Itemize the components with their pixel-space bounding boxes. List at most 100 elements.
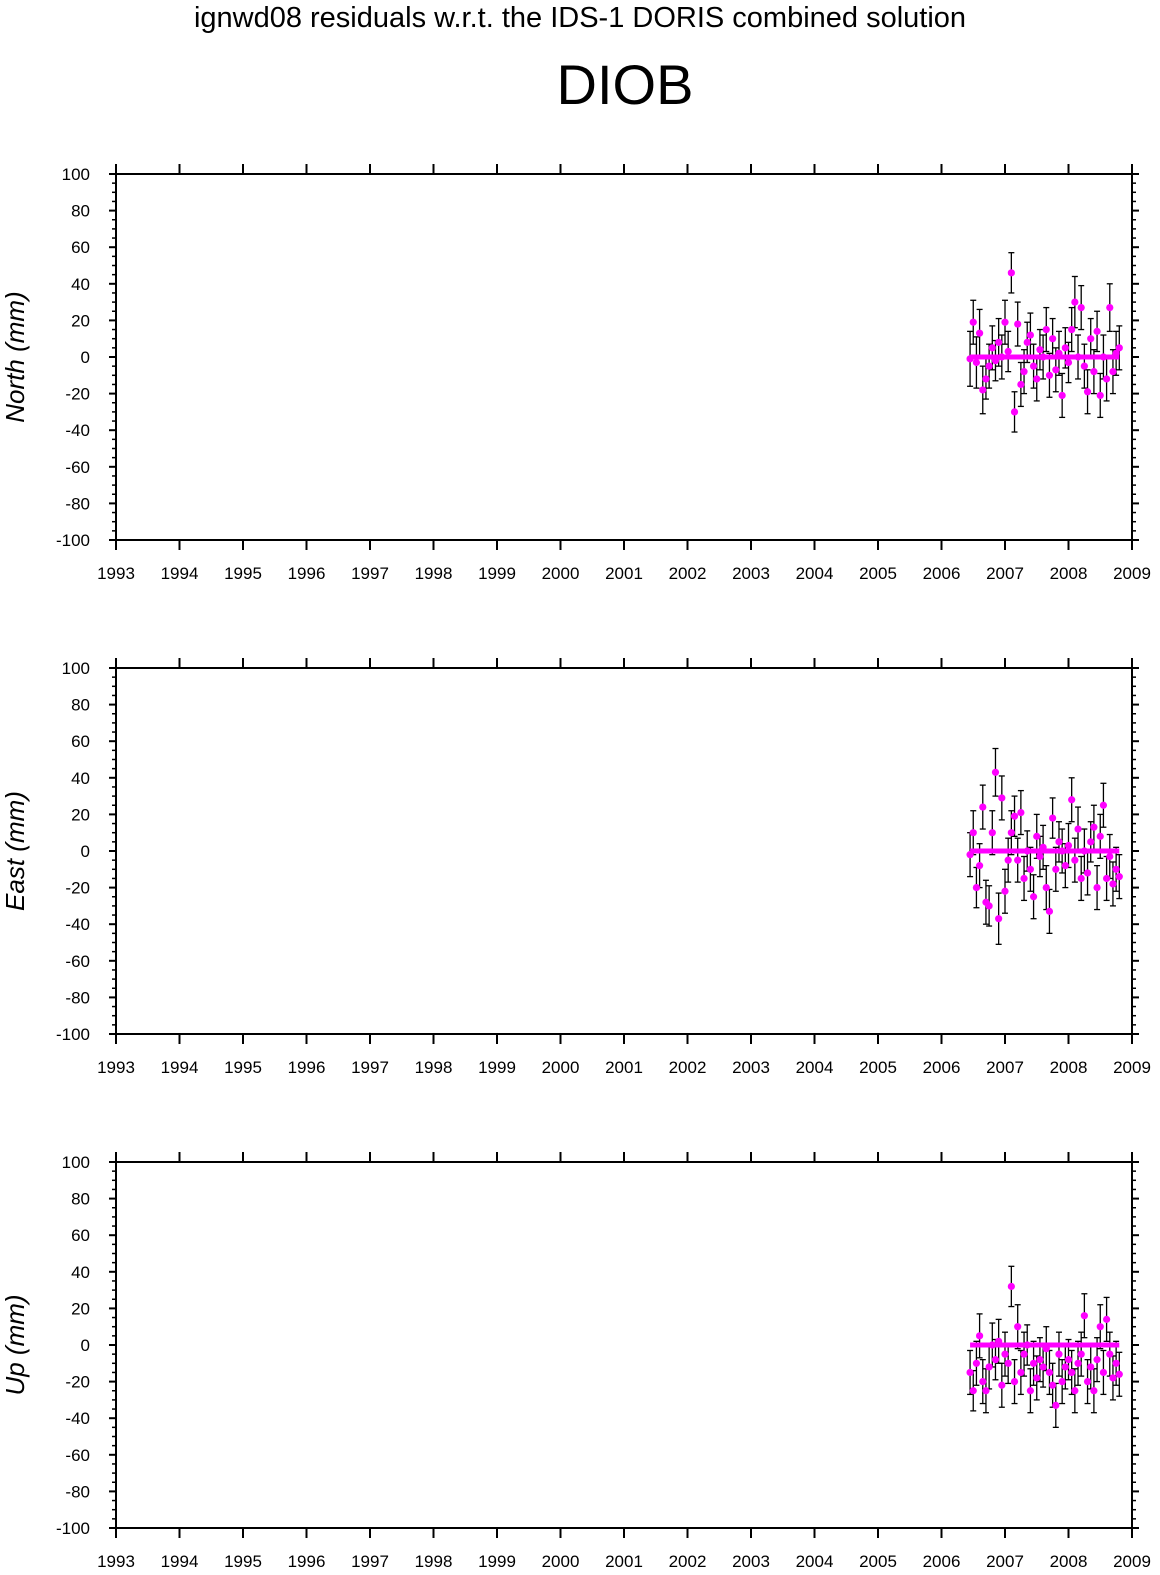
data-point: [988, 1341, 996, 1349]
data-point: [1023, 338, 1031, 346]
data-point: [1042, 325, 1050, 334]
y-tick-label: -100: [56, 531, 90, 550]
data-point: [995, 1337, 1003, 1345]
data-point: [1052, 865, 1060, 873]
x-tick-label: 2004: [796, 1058, 834, 1077]
data-point: [1106, 852, 1114, 861]
x-tick-label: 2006: [923, 1058, 961, 1077]
data-point: [1106, 303, 1114, 312]
data-point: [1055, 1350, 1063, 1358]
data-point: [1109, 368, 1117, 376]
data-point: [1010, 1378, 1019, 1386]
y-tick-label: 40: [71, 769, 90, 788]
data-point: [1049, 335, 1057, 343]
x-tick-label: 2002: [669, 1552, 707, 1571]
data-point: [972, 1359, 981, 1367]
data-point: [1087, 838, 1095, 846]
data-point: [1068, 796, 1076, 804]
x-tick-label: 2002: [669, 564, 707, 583]
data-point: [1103, 375, 1111, 383]
x-tick-label: 2006: [923, 1552, 961, 1571]
x-tick-label: 1998: [415, 564, 453, 583]
y-tick-label: 60: [71, 732, 90, 751]
data-point: [1090, 368, 1098, 376]
data-point: [1096, 1323, 1104, 1331]
data-point: [1058, 847, 1066, 855]
data-point: [1049, 1381, 1057, 1389]
data-point: [976, 862, 984, 870]
data-point: [1109, 880, 1117, 888]
data-point: [1064, 358, 1073, 367]
data-point: [1115, 344, 1123, 352]
x-tick-label: 1995: [224, 1058, 262, 1077]
data-point: [1106, 1350, 1114, 1358]
x-tick-label: 2005: [859, 564, 897, 583]
data-point: [1071, 856, 1079, 864]
y-tick-label: 20: [71, 1299, 90, 1318]
data-point: [979, 1378, 987, 1386]
data-point: [1055, 349, 1063, 357]
data-point: [991, 1356, 1000, 1364]
data-point: [1007, 829, 1015, 837]
y-tick-label: 80: [71, 202, 90, 221]
data-point: [979, 803, 987, 811]
data-point: [1090, 1387, 1098, 1395]
data-point: [1039, 1363, 1047, 1371]
data-point: [1014, 320, 1022, 328]
x-tick-label: 1998: [415, 1058, 453, 1077]
data-point: [1052, 1401, 1060, 1409]
data-point: [1109, 1374, 1117, 1382]
y-tick-label: 80: [71, 1190, 90, 1209]
data-point: [1042, 884, 1050, 892]
data-point: [969, 829, 977, 837]
x-tick-label: 1999: [478, 1552, 516, 1571]
y-tick-label: 60: [71, 1226, 90, 1245]
y-tick-label: 0: [81, 1336, 90, 1355]
x-tick-label: 2007: [986, 1058, 1024, 1077]
data-point: [1071, 298, 1079, 306]
x-tick-label: 2000: [542, 1552, 580, 1571]
x-tick-label: 2008: [1050, 564, 1088, 583]
x-tick-label: 2008: [1050, 1552, 1088, 1571]
data-point: [998, 353, 1006, 361]
station-title: DIOB: [556, 53, 694, 116]
x-tick-label: 2005: [859, 1552, 897, 1571]
data-point: [1014, 1323, 1022, 1331]
data-point: [1074, 825, 1082, 833]
data-point: [1061, 1363, 1069, 1371]
x-tick-label: 2003: [732, 1058, 770, 1077]
data-point: [1007, 269, 1015, 277]
y-tick-label: -20: [65, 879, 90, 898]
data-point: [1045, 907, 1054, 915]
data-point: [1004, 347, 1012, 356]
y-tick-label: 40: [71, 275, 90, 294]
data-point: [966, 355, 974, 363]
x-tick-label: 1999: [478, 1058, 516, 1077]
x-tick-label: 2001: [605, 1552, 643, 1571]
y-tick-label: -20: [65, 1373, 90, 1392]
x-tick-label: 1999: [478, 564, 516, 583]
x-tick-label: 2001: [605, 1058, 643, 1077]
data-point: [969, 1387, 977, 1395]
data-point: [976, 1332, 984, 1340]
y-tick-label: 40: [71, 1263, 90, 1282]
x-tick-label: 1994: [161, 564, 199, 583]
y-tick-label: 60: [71, 238, 90, 257]
data-point: [979, 386, 987, 394]
data-point: [1087, 335, 1095, 343]
x-tick-label: 1993: [97, 1552, 135, 1571]
data-point: [1099, 353, 1108, 361]
data-point: [1064, 1356, 1073, 1364]
x-tick-label: 2001: [605, 564, 643, 583]
data-point: [1017, 808, 1025, 817]
x-tick-label: 2005: [859, 1058, 897, 1077]
data-point: [1093, 327, 1101, 335]
data-point: [1020, 368, 1028, 376]
data-point: [1093, 884, 1101, 892]
data-point: [1052, 366, 1060, 374]
data-point: [985, 362, 993, 370]
y-tick-label: -40: [65, 421, 90, 440]
data-point: [1096, 832, 1104, 840]
data-point: [972, 358, 981, 367]
